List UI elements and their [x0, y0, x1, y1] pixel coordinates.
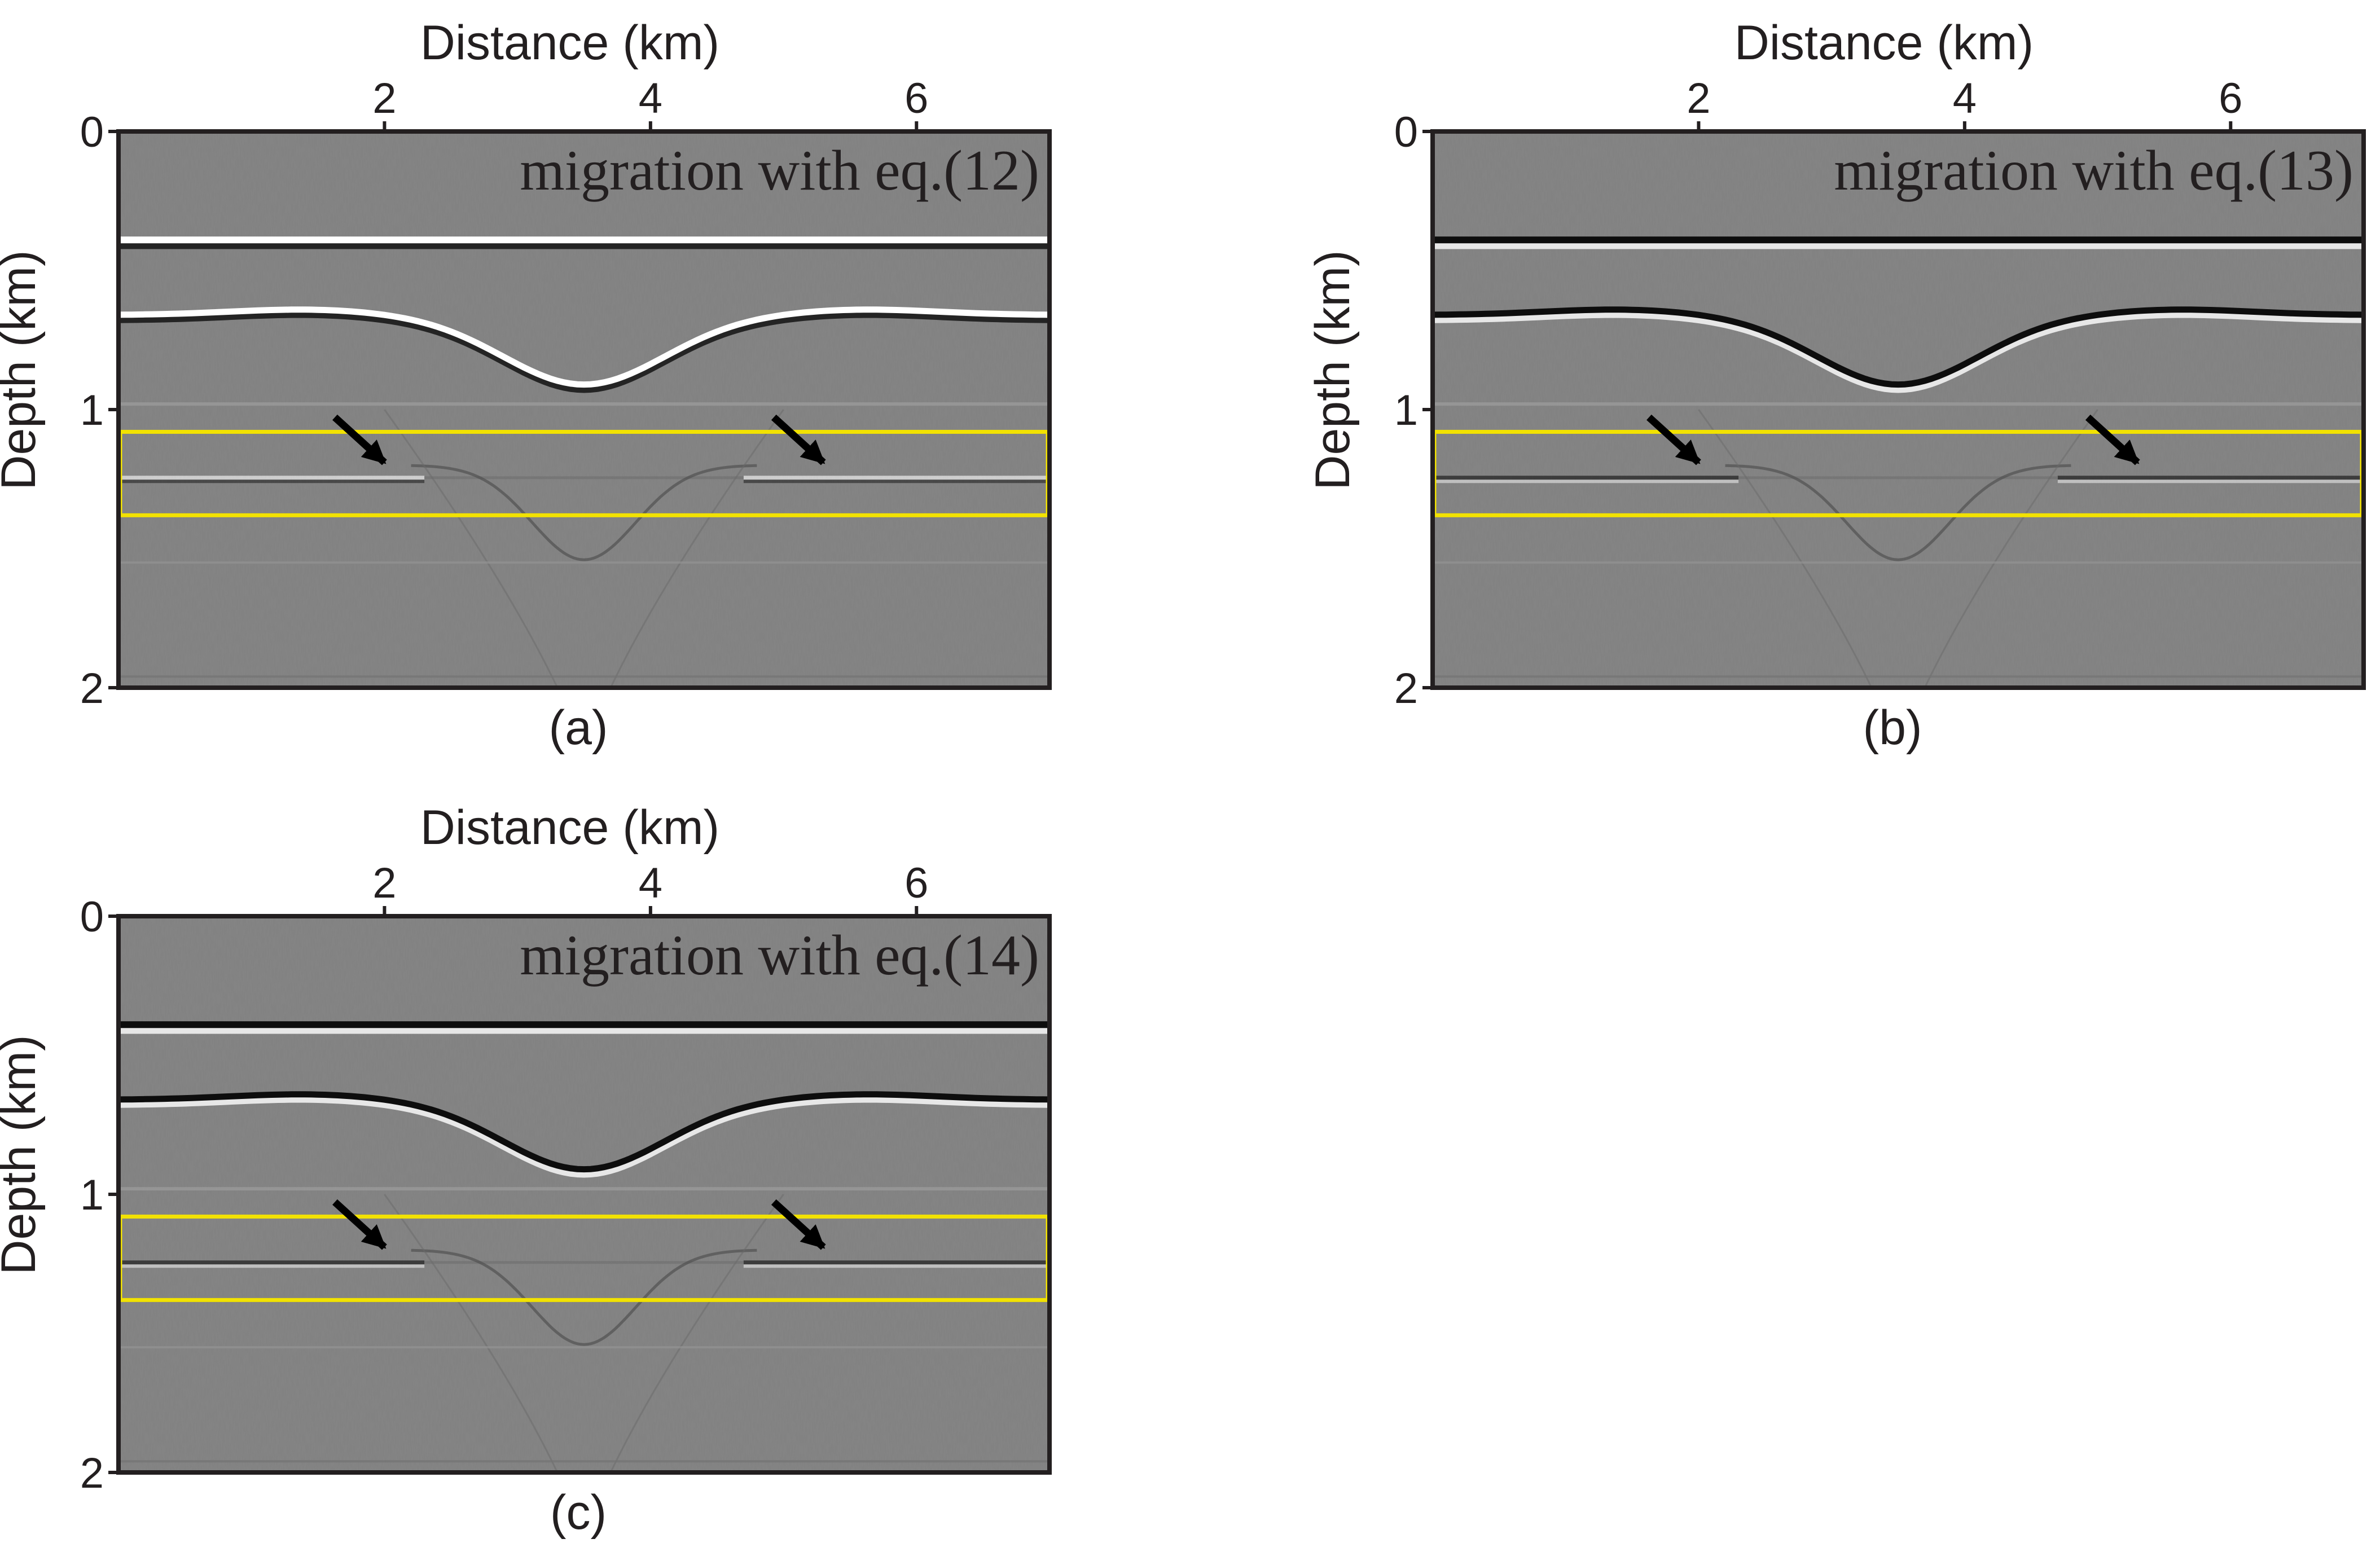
arrow: [2085, 414, 2140, 465]
x-tick-label: 4: [1953, 74, 1977, 122]
panel-label: (c): [550, 1485, 607, 1540]
y-tick-label: 0: [1394, 108, 1418, 156]
x-axis-title: Distance (km): [420, 16, 719, 70]
panel-c: 2 4 6 0 1 2 Distance (km) Depth (km) migration w…: [0, 801, 1052, 1540]
image-noise: [118, 131, 1050, 688]
x-axis-title: Distance (km): [420, 801, 719, 855]
y-tick-label: 1: [80, 386, 104, 434]
image-noise: [1433, 131, 2364, 688]
x-tick-label: 2: [372, 74, 396, 122]
x-tick-label: 6: [904, 859, 928, 907]
image-noise: [118, 916, 1050, 1472]
y-tick-label: 0: [80, 893, 104, 941]
curved-reflector-sidelobe: [118, 312, 1050, 393]
x-tick-label: 2: [372, 859, 396, 907]
y-tick-label: 1: [80, 1171, 104, 1219]
curved-reflector-sidelobe: [1432, 312, 2364, 393]
y-tick-label: 2: [80, 1449, 104, 1497]
panel-label: (a): [548, 701, 608, 755]
y-tick-label: 2: [1394, 665, 1418, 713]
method-annotation: migration with eq.(13): [1834, 139, 2353, 203]
x-tick-label: 6: [2219, 74, 2242, 122]
arrow: [332, 414, 387, 465]
y-tick-label: 1: [1394, 386, 1418, 434]
swing-artifact: [411, 464, 757, 561]
arrow: [332, 1199, 387, 1250]
method-annotation: migration with eq.(12): [520, 139, 1039, 203]
panel-a: 2 4 6 0 1 2 Distance (km) Depth (km) migration w…: [0, 16, 1052, 755]
y-axis-title: Depth (km): [0, 250, 46, 490]
curved-reflector: [118, 306, 1050, 388]
curved-reflector: [118, 1091, 1050, 1173]
arrow: [771, 1199, 826, 1250]
panel-b: 2 4 6 0 1 2 Distance (km) Depth (km) migration w…: [1306, 16, 2366, 755]
arrow: [1646, 414, 1701, 465]
panel-label: (b): [1863, 701, 1922, 755]
x-tick-label: 4: [639, 859, 662, 907]
curved-reflector: [1432, 306, 2364, 388]
x-tick-label: 2: [1687, 74, 1710, 122]
swing-artifact: [1725, 464, 2071, 561]
y-tick-label: 0: [80, 108, 104, 156]
method-annotation: migration with eq.(14): [520, 924, 1039, 987]
y-axis-title: Depth (km): [0, 1035, 46, 1274]
x-tick-label: 4: [639, 74, 662, 122]
arrow: [771, 414, 826, 465]
y-axis-title: Depth (km): [1306, 250, 1360, 490]
swing-artifact: [411, 1248, 757, 1346]
y-tick-label: 2: [80, 665, 104, 713]
x-tick-label: 6: [904, 74, 928, 122]
x-axis-title: Distance (km): [1734, 16, 2034, 70]
curved-reflector-sidelobe: [118, 1097, 1050, 1178]
